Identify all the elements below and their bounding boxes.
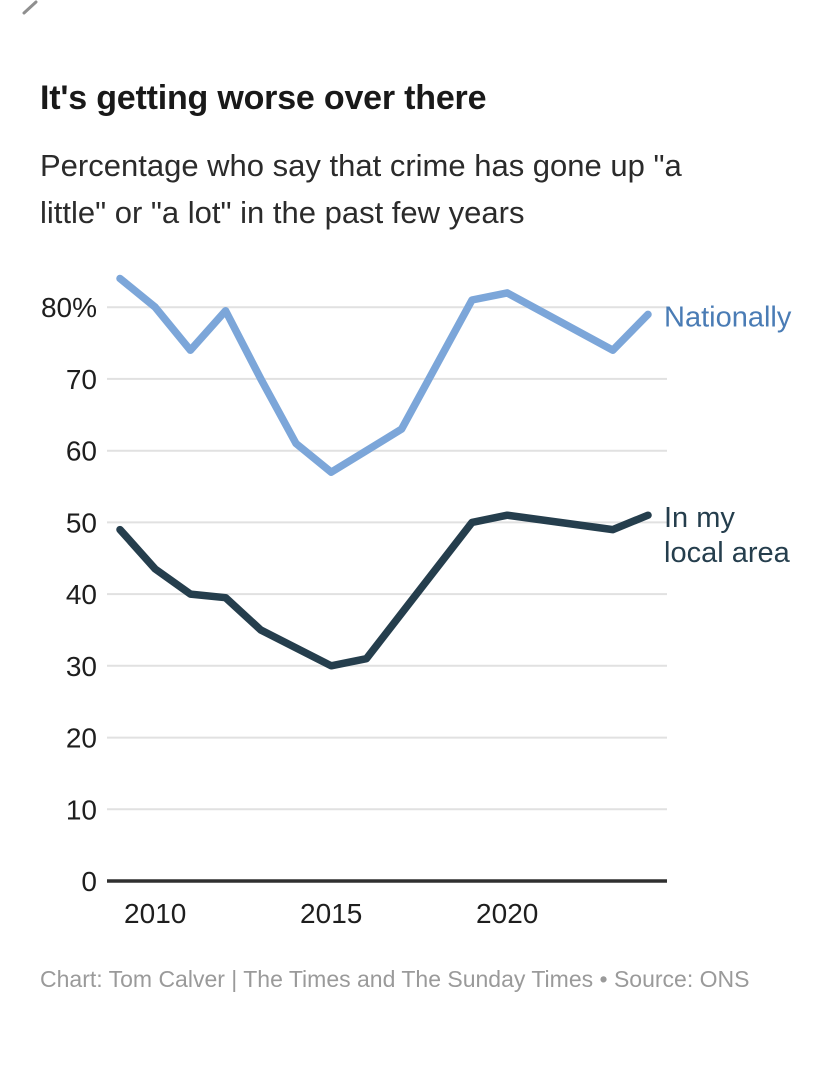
series-label-nationally: Nationally — [664, 301, 792, 333]
series-line-nationally — [116, 274, 652, 476]
chart-credit: Chart: Tom Calver | The Times and The Su… — [40, 966, 750, 992]
x-tick-label-2010: 2010 — [124, 898, 186, 929]
series-line-in-my-local-area — [116, 511, 652, 670]
series-label-in-my-local-area-line-2: local area — [664, 537, 791, 569]
y-tick-label-40: 40 — [66, 579, 97, 610]
y-tick-label-0: 0 — [81, 866, 97, 897]
y-tick-label-70: 70 — [66, 364, 97, 395]
y-tick-label-50: 50 — [66, 507, 97, 538]
x-tick-label-2015: 2015 — [300, 898, 362, 929]
page-title: It's getting worse over there — [40, 79, 487, 117]
y-tick-label-30: 30 — [66, 651, 97, 682]
x-tick-label-2020: 2020 — [476, 898, 538, 929]
chart-subtitle: Percentage who say that crime has gone u… — [40, 148, 682, 230]
screenshot-artifact-mark — [22, 0, 38, 15]
series-label-in-my-local-area-line-1: In my — [664, 502, 735, 534]
y-tick-label-10: 10 — [66, 794, 97, 825]
y-tick-label-20: 20 — [66, 723, 97, 754]
y-tick-label-60: 60 — [66, 436, 97, 467]
y-tick-label-80: 80% — [41, 292, 97, 323]
